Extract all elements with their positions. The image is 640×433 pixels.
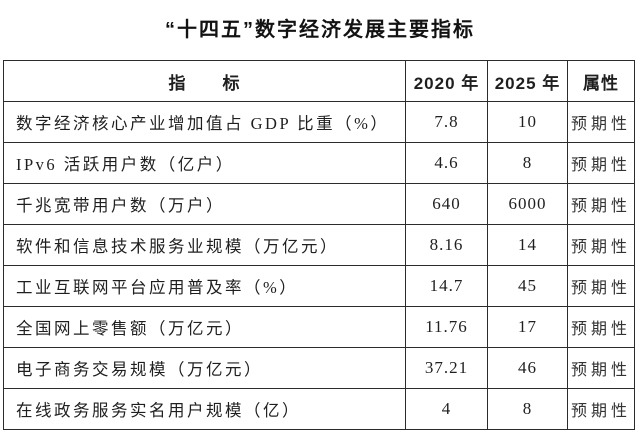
cell-value-2020: 11.76: [405, 306, 488, 348]
cell-indicator: 千兆宽带用户数（万户）: [3, 183, 406, 225]
indicators-table: 指 标 2020 年 2025 年 属性 数字经济核心产业增加值占 GDP 比重…: [3, 60, 635, 430]
cell-value-2025: 8: [487, 388, 568, 430]
table-row: 工业互联网平台应用普及率（%） 14.7 45 预期性: [3, 265, 635, 307]
cell-value-2025: 45: [487, 265, 568, 307]
cell-indicator: 数字经济核心产业增加值占 GDP 比重（%）: [3, 101, 406, 143]
cell-attribute: 预期性: [567, 101, 635, 143]
cell-value-2020: 14.7: [405, 265, 488, 307]
table-row: 电子商务交易规模（万亿元） 37.21 46 预期性: [3, 347, 635, 389]
table-body: 数字经济核心产业增加值占 GDP 比重（%） 7.8 10 预期性 IPv6 活跃用户数…: [3, 101, 635, 430]
cell-attribute: 预期性: [567, 388, 635, 430]
cell-indicator: IPv6 活跃用户数（亿户）: [3, 142, 406, 184]
cell-value-2025: 14: [487, 224, 568, 266]
cell-attribute: 预期性: [567, 347, 635, 389]
cell-value-2020: 37.21: [405, 347, 488, 389]
cell-value-2025: 46: [487, 347, 568, 389]
table-row: 软件和信息技术服务业规模（万亿元） 8.16 14 预期性: [3, 224, 635, 266]
cell-indicator: 在线政务服务实名用户规模（亿）: [3, 388, 406, 430]
column-header-2025: 2025 年: [487, 60, 568, 102]
cell-value-2025: 6000: [487, 183, 568, 225]
table-row: IPv6 活跃用户数（亿户） 4.6 8 预期性: [3, 142, 635, 184]
cell-attribute: 预期性: [567, 265, 635, 307]
cell-indicator: 全国网上零售额（万亿元）: [3, 306, 406, 348]
table-row: 数字经济核心产业增加值占 GDP 比重（%） 7.8 10 预期性: [3, 101, 635, 143]
cell-attribute: 预期性: [567, 183, 635, 225]
header-row: 指 标 2020 年 2025 年 属性: [3, 60, 635, 102]
column-header-indicator: 指 标: [3, 60, 406, 102]
cell-value-2025: 8: [487, 142, 568, 184]
cell-indicator: 工业互联网平台应用普及率（%）: [3, 265, 406, 307]
cell-value-2020: 640: [405, 183, 488, 225]
table-row: 在线政务服务实名用户规模（亿） 4 8 预期性: [3, 388, 635, 430]
table-row: 千兆宽带用户数（万户） 640 6000 预期性: [3, 183, 635, 225]
cell-indicator: 软件和信息技术服务业规模（万亿元）: [3, 224, 406, 266]
cell-indicator: 电子商务交易规模（万亿元）: [3, 347, 406, 389]
cell-value-2020: 4.6: [405, 142, 488, 184]
cell-value-2025: 10: [487, 101, 568, 143]
cell-value-2020: 4: [405, 388, 488, 430]
page-title: “十四五”数字经济发展主要指标: [165, 19, 475, 41]
cell-value-2025: 17: [487, 306, 568, 348]
cell-attribute: 预期性: [567, 224, 635, 266]
column-header-attribute: 属性: [567, 60, 635, 102]
cell-value-2020: 8.16: [405, 224, 488, 266]
cell-attribute: 预期性: [567, 142, 635, 184]
table-row: 全国网上零售额（万亿元） 11.76 17 预期性: [3, 306, 635, 348]
column-header-2020: 2020 年: [405, 60, 488, 102]
cell-attribute: 预期性: [567, 306, 635, 348]
cell-value-2020: 7.8: [405, 101, 488, 143]
